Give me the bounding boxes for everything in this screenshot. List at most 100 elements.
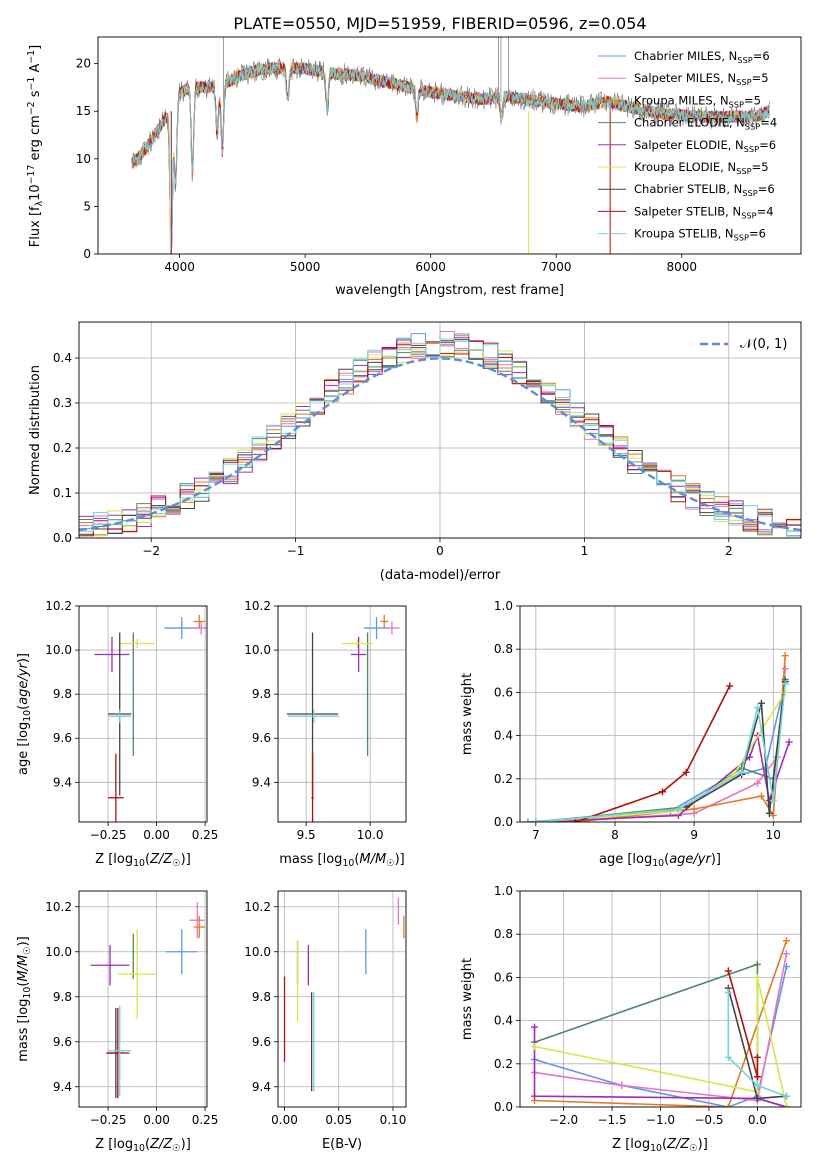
weight-marker xyxy=(782,1103,790,1107)
plot-area xyxy=(79,331,801,537)
tick-label-x: −2.0 xyxy=(549,1113,578,1127)
label-part: SSP xyxy=(734,233,749,243)
label-part: ( xyxy=(16,705,31,710)
axis-label-x: wavelength [Angstrom, rest frame] xyxy=(335,283,564,298)
axis-label-y: mass weight xyxy=(460,958,475,1040)
weight-marker xyxy=(769,812,777,820)
tick-label-x: 8 xyxy=(611,828,619,842)
axis-label-y: Flux [fλ10−17 erg cm−2 s−1 A−1] xyxy=(26,45,45,247)
label-part: Z/Z xyxy=(149,1137,173,1152)
weight-marker xyxy=(658,788,666,796)
label-part: )] xyxy=(16,653,31,663)
weight-marker xyxy=(757,699,765,707)
tick-label-y: 9.6 xyxy=(53,731,72,745)
tick-label-x: 5000 xyxy=(290,260,321,274)
label-part: =6 xyxy=(759,138,776,152)
tick-label-y: 9.8 xyxy=(252,990,271,1004)
tick-label-y: 15 xyxy=(76,104,91,118)
legend-label: Kroupa MILES, NSSP=5 xyxy=(634,93,761,109)
tick-label-x: 7000 xyxy=(541,260,572,274)
label-part: SSP xyxy=(745,122,760,132)
tick-label-y: 0.4 xyxy=(494,1014,513,1028)
axis-label-y: mass [log10(M/M☉)] xyxy=(16,936,33,1062)
label-part: ☉ xyxy=(386,858,394,869)
tick-label-x: 8000 xyxy=(666,260,697,274)
tick-label-x: 0 xyxy=(436,544,444,558)
label-part: Flux [f xyxy=(28,206,43,247)
spectrum-title: PLATE=0550, MJD=51959, FIBERID=0596, z=0… xyxy=(233,14,646,33)
tick-label-y: 9.8 xyxy=(252,687,271,701)
tick-label-y: 0.4 xyxy=(494,729,513,743)
weight-marker xyxy=(724,1053,732,1061)
label-part: Z [log xyxy=(95,1137,133,1152)
tick-label-y: 9.8 xyxy=(53,687,72,701)
axis-label-x: mass [log10(M/M☉)] xyxy=(279,852,405,869)
legend-label: Chabrier MILES, NSSP=6 xyxy=(634,49,770,65)
axis-label-x: Z [log10(Z/Z☉)] xyxy=(612,1137,708,1154)
label-part: mass [log xyxy=(16,999,31,1062)
axes-frame xyxy=(519,890,802,1108)
panel-residuals: −2 −1 0 1 2 0.0 0.1 0.2 0.3 0.4 (data-model)/error… xyxy=(28,321,802,583)
weight-marker xyxy=(765,809,773,817)
label-part: =6 xyxy=(753,49,770,63)
label-part: 10 xyxy=(133,1143,145,1154)
panel-spectrum: 4000 5000 6000 7000 8000 0 5 10 15 20 wavelength [… xyxy=(26,36,802,298)
axes-frame xyxy=(78,321,802,539)
tick-label-x: 10.0 xyxy=(357,828,384,842)
label-part: s xyxy=(28,90,43,101)
label-part: Z/Z xyxy=(666,1137,690,1152)
tick-label-y: 5 xyxy=(83,199,91,213)
label-part: Salpeter ELODIE, N xyxy=(634,138,744,152)
label-part: =6 xyxy=(749,227,766,241)
panel-mass-vs-EBV: 0.00 0.05 0.10 9.4 9.6 9.8 10.0 10.2 E(B-V) xyxy=(244,890,407,1152)
label-part: =5 xyxy=(752,160,769,174)
axis-label-x: Z [log10(Z/Z☉)] xyxy=(95,1137,191,1154)
weight-marker xyxy=(785,738,793,746)
label-part: −1 xyxy=(26,50,37,64)
tick-label-y: 10 xyxy=(76,152,91,166)
tick-label-y: 0.2 xyxy=(494,1057,513,1071)
legend-label: Salpeter ELODIE, NSSP=6 xyxy=(634,138,776,154)
tick-label-x: 0.0 xyxy=(748,1113,767,1127)
label-part: )] xyxy=(698,1137,708,1152)
label-part: age/yr xyxy=(16,661,31,704)
label-part: mass [log xyxy=(279,852,342,867)
plot-area xyxy=(131,37,771,254)
tick-label-y: 1.0 xyxy=(494,884,513,898)
axes-frame xyxy=(277,605,407,823)
plot-area xyxy=(286,614,400,822)
weight-line xyxy=(534,953,788,1102)
tick-label-y: 0 xyxy=(83,247,91,261)
label-part: SSP xyxy=(736,77,751,87)
label-part: =4 xyxy=(757,204,774,218)
weight-marker xyxy=(781,680,789,688)
weight-line xyxy=(533,1027,787,1107)
legend-label: Chabrier ELODIE, NSSP=4 xyxy=(634,116,777,132)
axes-frame xyxy=(78,605,208,823)
label-part: M/M xyxy=(16,955,31,982)
weight-line xyxy=(727,992,787,1097)
label-part: age [log xyxy=(16,722,31,775)
tick-label-x: −2 xyxy=(142,544,160,558)
label-part: A xyxy=(28,64,43,77)
tick-label-x: 1 xyxy=(581,544,589,558)
axes-frame xyxy=(519,605,802,823)
label-part: Chabrier MILES, N xyxy=(634,49,737,63)
label-part: ☉ xyxy=(172,858,180,869)
tick-label-y: 0.2 xyxy=(494,772,513,786)
axes-frame xyxy=(277,890,407,1108)
label-part: Chabrier ELODIE, N xyxy=(634,116,745,130)
tick-label-x: −1.5 xyxy=(597,1113,626,1127)
tick-label-x: 0.05 xyxy=(325,1113,352,1127)
label-part: Kroupa MILES, N xyxy=(634,93,729,107)
label-part: −2 xyxy=(26,101,37,115)
label-part: SSP xyxy=(742,188,757,198)
tick-label-y: 9.4 xyxy=(252,1080,271,1094)
tick-label-y: 9.4 xyxy=(53,775,72,789)
tick-label-x: −0.25 xyxy=(90,828,127,842)
weight-marker xyxy=(753,779,761,787)
tick-label-x: 7 xyxy=(532,828,540,842)
weight-line xyxy=(575,655,786,822)
label-part: ( xyxy=(664,852,669,867)
